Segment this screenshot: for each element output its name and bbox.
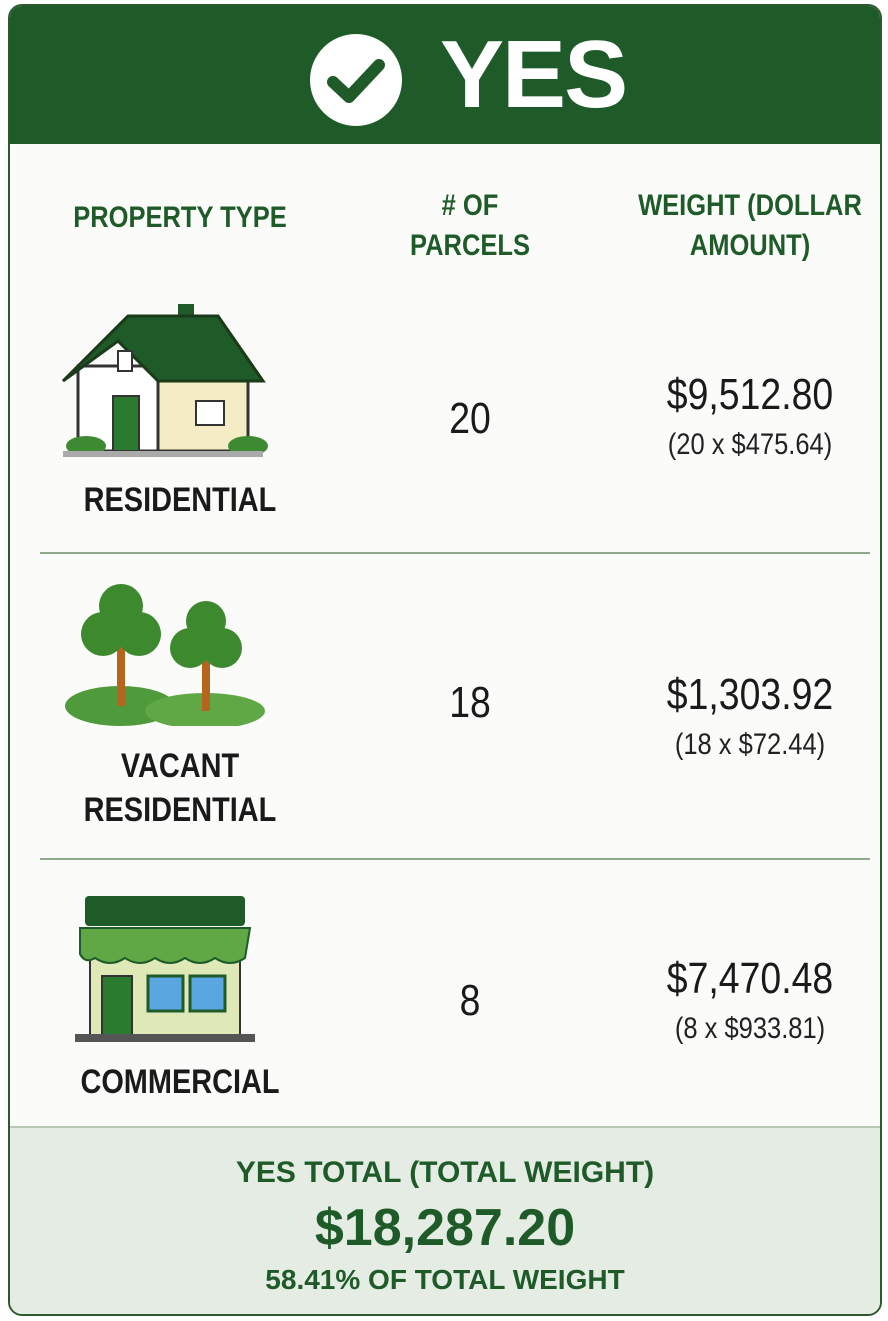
column-header: WEIGHT (DOLLAR AMOUNT) xyxy=(638,189,862,262)
shop-icon xyxy=(75,896,255,1042)
divider xyxy=(40,552,870,554)
divider xyxy=(40,858,870,860)
weight: $9,512.80 xyxy=(666,370,834,419)
property-type: RESIDENTIAL xyxy=(83,481,277,519)
weight: $1,303.92 xyxy=(666,670,834,719)
header: YES xyxy=(10,6,880,144)
formula: (8 x $933.81) xyxy=(674,1012,826,1045)
formula: (18 x $72.44) xyxy=(674,728,826,761)
parcels: 18 xyxy=(449,678,491,727)
check-icon xyxy=(310,34,402,126)
weight: $7,470.48 xyxy=(666,954,834,1003)
total-value: $18,287.20 xyxy=(314,1199,576,1257)
parcels: 20 xyxy=(449,394,491,443)
card: YES PROPERTY TYPE # OF PARCELS WEIGHT (D… xyxy=(8,4,882,1316)
column-header: PROPERTY TYPE xyxy=(73,201,287,234)
total-share: 58.41% OF TOTAL WEIGHT xyxy=(265,1264,625,1295)
column-header: # OF PARCELS xyxy=(410,189,530,262)
property-type: VACANT RESIDENTIAL xyxy=(83,747,277,829)
title: YES xyxy=(440,21,628,128)
footer: YES TOTAL (TOTAL WEIGHT) $18,287.20 58.4… xyxy=(10,1126,880,1314)
formula: (20 x $475.64) xyxy=(667,428,833,461)
total-label: YES TOTAL (TOTAL WEIGHT) xyxy=(235,1156,655,1189)
house-icon xyxy=(61,304,268,457)
trees-icon xyxy=(65,584,265,726)
property-type: COMMERCIAL xyxy=(80,1063,280,1101)
parcels: 8 xyxy=(459,976,481,1025)
